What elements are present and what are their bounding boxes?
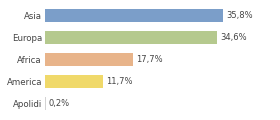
Bar xyxy=(45,9,223,22)
Bar xyxy=(45,31,218,44)
Bar xyxy=(45,75,103,88)
Text: 11,7%: 11,7% xyxy=(106,77,133,86)
Text: 17,7%: 17,7% xyxy=(136,55,163,64)
Text: 35,8%: 35,8% xyxy=(227,11,253,20)
Text: 0,2%: 0,2% xyxy=(49,99,70,108)
Bar xyxy=(45,96,46,110)
Bar xyxy=(45,53,133,66)
Text: 34,6%: 34,6% xyxy=(220,33,247,42)
